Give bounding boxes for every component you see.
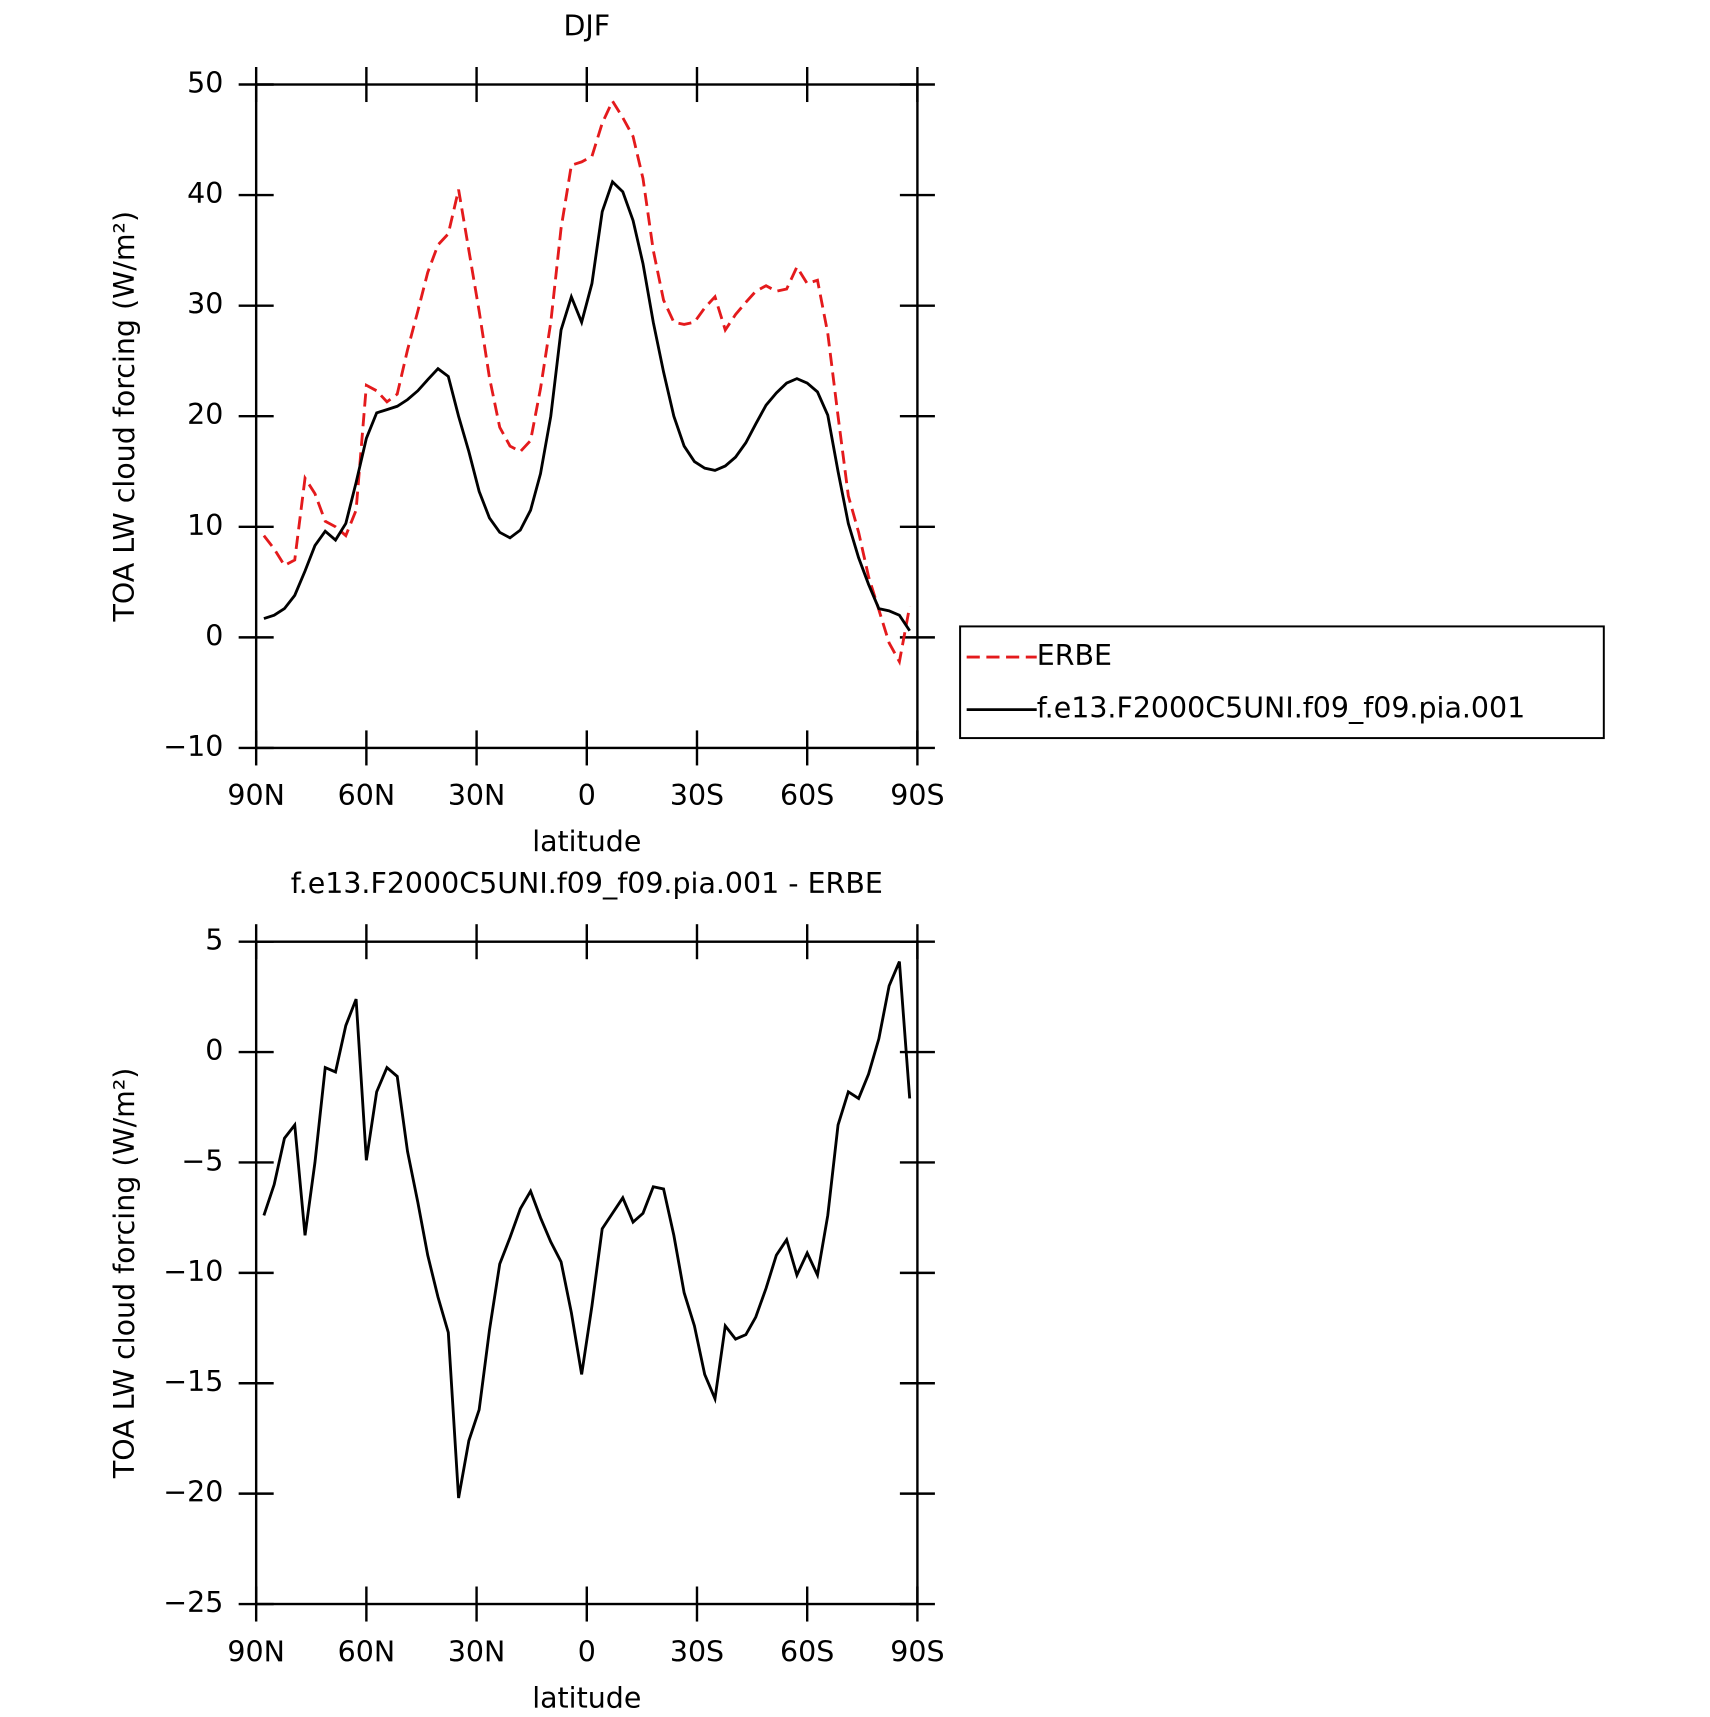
x-axis-label: latitude <box>532 825 641 858</box>
x-tick-label: 30S <box>670 1635 724 1668</box>
chart-title: DJF <box>563 10 610 43</box>
series-line <box>262 98 912 666</box>
y-tick-label: 20 <box>187 398 223 431</box>
y-tick-label: 0 <box>205 1034 223 1067</box>
x-tick-label: 90N <box>227 779 285 812</box>
y-tick-label: 50 <box>187 67 223 100</box>
x-tick-label: 90N <box>227 1635 285 1668</box>
y-axis-label: TOA LW cloud forcing (W/m²) <box>108 1068 141 1480</box>
y-tick-label: −10 <box>163 730 223 763</box>
x-tick-label: 90S <box>890 779 944 812</box>
x-tick-label: 30S <box>670 779 724 812</box>
x-tick-label: 90S <box>890 1635 944 1668</box>
y-tick-label: 10 <box>187 509 223 542</box>
y-tick-label: 30 <box>187 288 223 321</box>
y-tick-label: 5 <box>205 924 223 957</box>
series-line <box>263 179 911 632</box>
legend-label: f.e13.F2000C5UNI.f09_f09.pia.001 <box>1037 692 1526 725</box>
x-tick-label: 30N <box>448 779 506 812</box>
x-tick-label: 0 <box>578 779 596 812</box>
x-tick-label: 60S <box>780 1635 834 1668</box>
x-tick-label: 60N <box>338 779 396 812</box>
x-axis-label: latitude <box>532 1681 641 1714</box>
series-line <box>262 961 912 1499</box>
plot-frame <box>254 83 919 750</box>
y-tick-label: −5 <box>181 1144 223 1177</box>
y-tick-label: −20 <box>163 1476 223 1509</box>
legend-label: ERBE <box>1037 639 1112 672</box>
x-tick-label: 0 <box>578 1635 596 1668</box>
y-tick-label: −25 <box>163 1586 223 1619</box>
x-tick-label: 60S <box>780 779 834 812</box>
y-tick-label: 0 <box>205 619 223 652</box>
legend-box <box>959 625 1605 740</box>
y-tick-label: 40 <box>187 177 223 210</box>
y-tick-label: −10 <box>163 1255 223 1288</box>
y-axis-label: TOA LW cloud forcing (W/m²) <box>108 211 141 623</box>
x-tick-label: 30N <box>448 1635 506 1668</box>
chart-title: f.e13.F2000C5UNI.f09_f09.pia.001 - ERBE <box>291 867 883 900</box>
y-tick-label: −15 <box>163 1365 223 1398</box>
x-tick-label: 60N <box>338 1635 396 1668</box>
